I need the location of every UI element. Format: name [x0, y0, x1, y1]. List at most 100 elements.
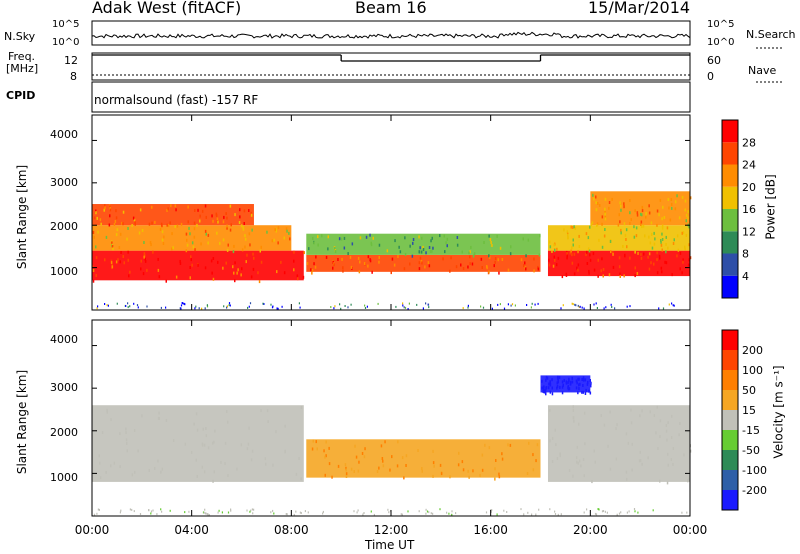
velocity-speckle	[494, 467, 496, 471]
power-speckle	[428, 246, 431, 249]
xaxis-tick-label: 00:00	[75, 523, 110, 537]
velocity-speckle	[581, 378, 583, 381]
velocity-speckle	[568, 377, 570, 381]
power-speckle	[244, 237, 247, 241]
velocity-speckle	[626, 477, 628, 481]
power-scatter	[671, 302, 673, 305]
velocity-speckle	[625, 470, 628, 474]
velocity-speckle	[134, 470, 136, 474]
velocity-speckle	[653, 414, 656, 418]
velocity-speckle	[573, 419, 575, 423]
velocity-scatter	[686, 511, 688, 514]
velocity-speckle	[561, 380, 564, 384]
power-speckle	[308, 247, 310, 251]
velocity-scatter	[557, 513, 559, 516]
power-speckle	[121, 221, 123, 225]
power-speckle	[109, 205, 111, 209]
velocity-speckle	[609, 410, 611, 414]
velocity-speckle	[616, 423, 618, 427]
power-scatter	[662, 307, 665, 310]
velocity-speckle	[246, 447, 249, 451]
velocity-scatter	[601, 510, 604, 513]
velocity-speckle	[576, 445, 579, 449]
power-speckle	[596, 222, 599, 226]
power-speckle	[596, 224, 598, 227]
power-speckle	[201, 209, 204, 213]
power-scatter	[271, 306, 274, 309]
power-speckle	[185, 249, 188, 253]
power-speckle	[442, 257, 444, 261]
power-speckle	[587, 236, 590, 240]
nsky-label: N.Sky	[4, 30, 36, 43]
velocity-scatter	[401, 513, 403, 516]
power-speckle	[418, 267, 421, 271]
power-speckle	[310, 268, 312, 272]
power-speckle	[271, 239, 274, 243]
power-speckle	[222, 266, 224, 270]
velocity-scatter	[628, 510, 630, 513]
velocity-speckle	[587, 380, 589, 384]
power-speckle	[274, 228, 276, 232]
power-speckle	[570, 249, 572, 253]
power-speckle	[604, 212, 606, 216]
power-speckle	[104, 204, 106, 208]
power-speckle	[604, 228, 606, 231]
power-scatter	[136, 304, 139, 307]
velocity-scatter	[150, 510, 153, 513]
power-speckle	[191, 241, 194, 245]
power-speckle	[150, 243, 152, 247]
power-speckle	[687, 216, 689, 220]
velocity-speckle	[584, 392, 587, 395]
power-speckle	[244, 245, 246, 249]
power-speckle	[623, 205, 625, 209]
velocity-speckle	[106, 408, 108, 412]
power-speckle	[140, 259, 142, 263]
power-speckle	[283, 271, 286, 275]
velocity-speckle	[532, 453, 534, 457]
velocity-scatter	[97, 508, 99, 511]
velocity-speckle	[568, 379, 570, 383]
power-speckle	[412, 238, 415, 241]
power-speckle	[563, 228, 565, 232]
power-speckle	[105, 235, 108, 239]
velocity-speckle	[593, 449, 595, 453]
power-speckle	[243, 222, 245, 225]
power-speckle	[293, 250, 295, 254]
velocity-speckle	[688, 477, 690, 481]
power-speckle	[636, 211, 639, 215]
power-speckle	[122, 210, 125, 214]
velocity-speckle	[582, 376, 585, 380]
power-scatter	[626, 305, 628, 308]
power-speckle	[170, 204, 172, 208]
velocity-speckle	[657, 447, 659, 450]
velocity-speckle	[405, 454, 408, 458]
velocity-speckle	[384, 440, 386, 444]
power-speckle	[399, 250, 402, 254]
power-speckle	[455, 265, 458, 269]
power-speckle	[665, 242, 667, 246]
station-title: Adak West (fitACF)	[92, 0, 242, 17]
power-colorbar-segment	[722, 186, 738, 209]
power-scatter	[184, 303, 186, 306]
power-speckle	[494, 257, 497, 261]
velocity-speckle	[119, 465, 121, 469]
velocity-colorbar-segment	[722, 350, 738, 370]
power-scatter	[427, 303, 430, 306]
power-speckle	[667, 198, 670, 201]
velocity-speckle	[659, 419, 662, 423]
power-speckle	[215, 214, 218, 218]
power-speckle	[367, 255, 370, 259]
power-scatter	[350, 303, 352, 306]
xaxis-tick-label: 20:00	[573, 523, 608, 537]
power-scatter	[97, 305, 99, 308]
velocity-speckle	[547, 386, 550, 390]
power-speckle	[635, 226, 638, 230]
power-speckle	[190, 258, 192, 262]
power-speckle	[661, 248, 663, 252]
velocity-speckle	[667, 452, 669, 456]
power-speckle	[585, 253, 587, 257]
power-colorbar-tick: 8	[742, 248, 749, 261]
power-speckle	[597, 274, 599, 278]
power-speckle	[586, 250, 588, 254]
power-speckle	[431, 236, 433, 240]
